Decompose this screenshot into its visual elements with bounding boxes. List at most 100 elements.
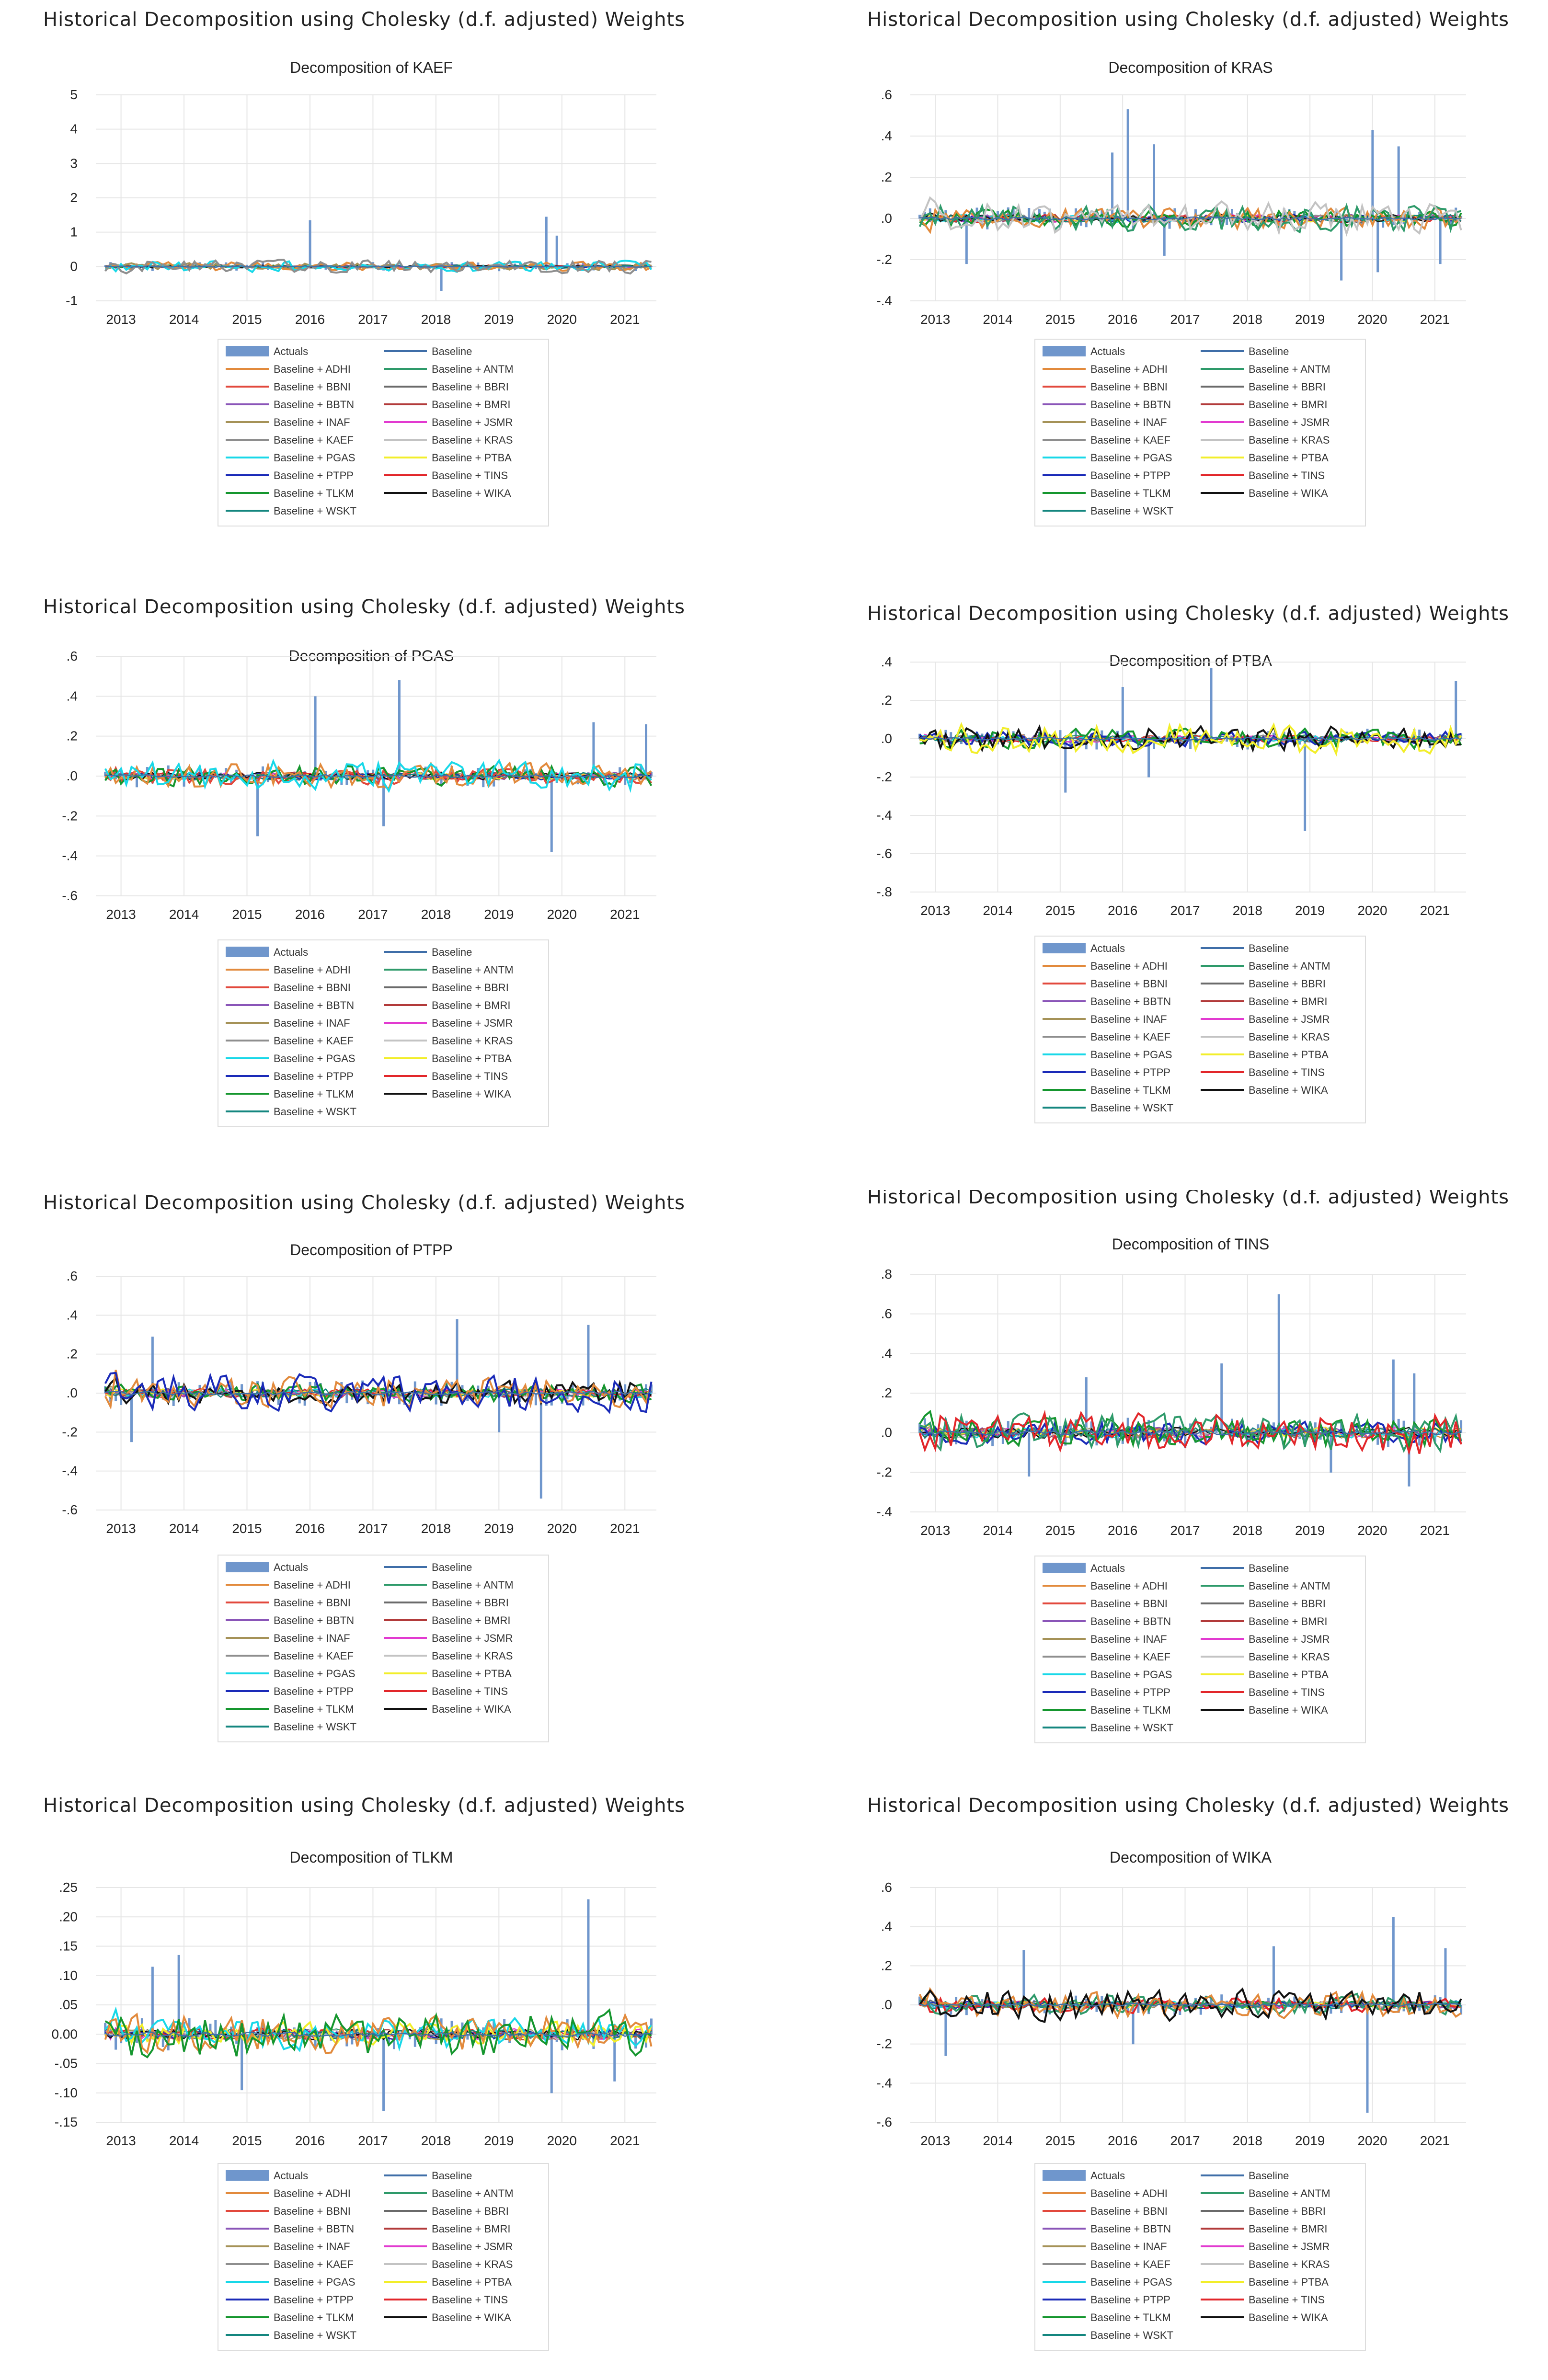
- chart-panel-wika: Historical Decomposition using Cholesky …: [774, 1785, 1548, 2380]
- x-tick-label: 2019: [1295, 2133, 1325, 2148]
- legend-label: Actuals: [1090, 942, 1125, 954]
- actuals-bar: [587, 1325, 590, 1394]
- y-tick-label: .8: [881, 1267, 892, 1282]
- legend-label: Baseline + KRAS: [432, 1035, 513, 1047]
- actuals-bar: [1179, 1425, 1181, 1433]
- x-tick-label: 2015: [232, 2133, 262, 2148]
- chart-suptitle: Historical Decomposition using Cholesky …: [867, 9, 1509, 31]
- actuals-bar: [1449, 218, 1452, 227]
- actuals-bar: [241, 2034, 243, 2091]
- legend-label: Baseline: [1249, 942, 1289, 954]
- y-tick-label: .0: [67, 1385, 78, 1400]
- actuals-bar: [1314, 1422, 1317, 1433]
- y-tick-label: .6: [67, 649, 78, 664]
- legend-label: Actuals: [1090, 2170, 1125, 2182]
- y-tick-label: -.4: [876, 1504, 892, 1519]
- actuals-bar: [624, 1384, 627, 1394]
- legend-label: Baseline + BMRI: [1249, 2223, 1327, 2235]
- x-tick-label: 2019: [484, 1521, 514, 1536]
- actuals-bar: [1397, 1419, 1400, 1433]
- x-tick-label: 2019: [484, 312, 514, 327]
- legend-label: Baseline: [432, 946, 472, 958]
- series-line-baseline: [105, 265, 652, 268]
- chart-suptitle: Historical Decomposition using Cholesky …: [867, 603, 1509, 625]
- legend-label: Baseline + WSKT: [274, 2329, 356, 2341]
- y-tick-label: -.2: [876, 1465, 892, 1479]
- chart-suptitle: Historical Decomposition using Cholesky …: [867, 1795, 1509, 1817]
- legend-label: Baseline + KAEF: [1090, 2258, 1170, 2270]
- x-tick-label: 2013: [106, 312, 136, 327]
- legend-label: Baseline + PGAS: [274, 2276, 355, 2288]
- x-tick-label: 2013: [920, 312, 950, 327]
- actuals-bar: [1236, 1996, 1238, 2005]
- actuals-bar: [645, 724, 648, 777]
- legend-label: Baseline + BBNI: [274, 2205, 351, 2217]
- legend-swatch-actuals: [1043, 2170, 1086, 2181]
- actuals-bar: [550, 776, 553, 852]
- x-tick-label: 2014: [169, 1521, 199, 1536]
- actuals-bar: [934, 1998, 937, 2005]
- actuals-bar: [619, 767, 621, 777]
- actuals-bar: [241, 1384, 243, 1394]
- legend-label: Baseline + BBRI: [1249, 2205, 1326, 2217]
- chart-pgas: Historical Decomposition using Cholesky …: [43, 596, 685, 1127]
- actuals-bar: [592, 2034, 595, 2049]
- actuals-bar: [130, 1393, 133, 1442]
- legend-label: Baseline + ADHI: [1090, 363, 1168, 375]
- actuals-bar: [246, 776, 249, 777]
- actuals-bar: [519, 1393, 522, 1402]
- actuals-bar: [524, 262, 527, 267]
- y-tick-label: .2: [881, 1958, 892, 1973]
- y-tick-label: -.2: [876, 2037, 892, 2051]
- chart-suptitle: Historical Decomposition using Cholesky …: [43, 9, 685, 31]
- y-tick-label: -.4: [876, 808, 892, 823]
- legend-box: [1034, 936, 1366, 1123]
- y-tick-label: .2: [67, 1347, 78, 1362]
- series-actuals: [918, 668, 1463, 831]
- series-line-baseline: [919, 2002, 1461, 2007]
- actuals-bar: [1444, 1948, 1447, 2005]
- actuals-bar: [1012, 208, 1015, 219]
- legend-label: Baseline + TINS: [1249, 2294, 1325, 2306]
- actuals-bar: [1439, 218, 1442, 264]
- actuals-bar: [1460, 216, 1463, 219]
- actuals-bar: [388, 2034, 390, 2046]
- x-tick-label: 2014: [983, 903, 1012, 918]
- x-tick-label: 2019: [484, 907, 514, 922]
- legend-label: Baseline + BBTN: [274, 999, 354, 1011]
- legend-label: Actuals: [274, 345, 308, 357]
- x-tick-label: 2021: [610, 1521, 640, 1536]
- legend-swatch-actuals: [1043, 346, 1086, 356]
- legend-label: Baseline + PTPP: [1090, 1686, 1170, 1698]
- x-tick-label: 2017: [358, 907, 388, 922]
- legend-label: Baseline + PGAS: [1090, 1049, 1172, 1061]
- actuals-bar: [135, 2034, 138, 2043]
- legend-label: Baseline + WIKA: [432, 487, 511, 499]
- actuals-bar: [314, 696, 317, 777]
- chart-panel-tins: Historical Decomposition using Cholesky …: [774, 1190, 1548, 1785]
- actuals-bar: [161, 2034, 164, 2047]
- legend-label: Baseline + PTBA: [1249, 1049, 1329, 1061]
- actuals-bar: [1132, 1432, 1135, 1443]
- legend-swatch-actuals: [1043, 943, 1086, 953]
- actuals-bar: [450, 766, 453, 777]
- actuals-bar: [1210, 1995, 1213, 2005]
- actuals-bar: [1137, 2005, 1140, 2013]
- chart-panel-ptpp: Historical Decomposition using Cholesky …: [0, 1190, 774, 1785]
- legend-label: Baseline + TLKM: [1090, 1084, 1171, 1096]
- chart-suptitle: Historical Decomposition using Cholesky …: [43, 596, 685, 618]
- y-tick-label: .0: [881, 211, 892, 226]
- legend-swatch-actuals: [226, 947, 269, 957]
- y-tick-label: .20: [59, 1909, 78, 1924]
- actuals-bar: [1106, 1429, 1109, 1433]
- chart-title: Decomposition of KRAS: [1108, 59, 1273, 76]
- legend-label: Baseline + TINS: [432, 2294, 508, 2306]
- y-tick-label: -.4: [62, 1464, 78, 1478]
- chart-suptitle: Historical Decomposition using Cholesky …: [43, 1192, 685, 1214]
- actuals-bar: [115, 1393, 117, 1401]
- series-line-baseline: [919, 1430, 1462, 1436]
- actuals-bar: [1121, 687, 1124, 739]
- legend-label: Baseline + INAF: [274, 1632, 350, 1644]
- x-tick-label: 2021: [610, 907, 640, 922]
- y-tick-label: 3: [70, 156, 78, 171]
